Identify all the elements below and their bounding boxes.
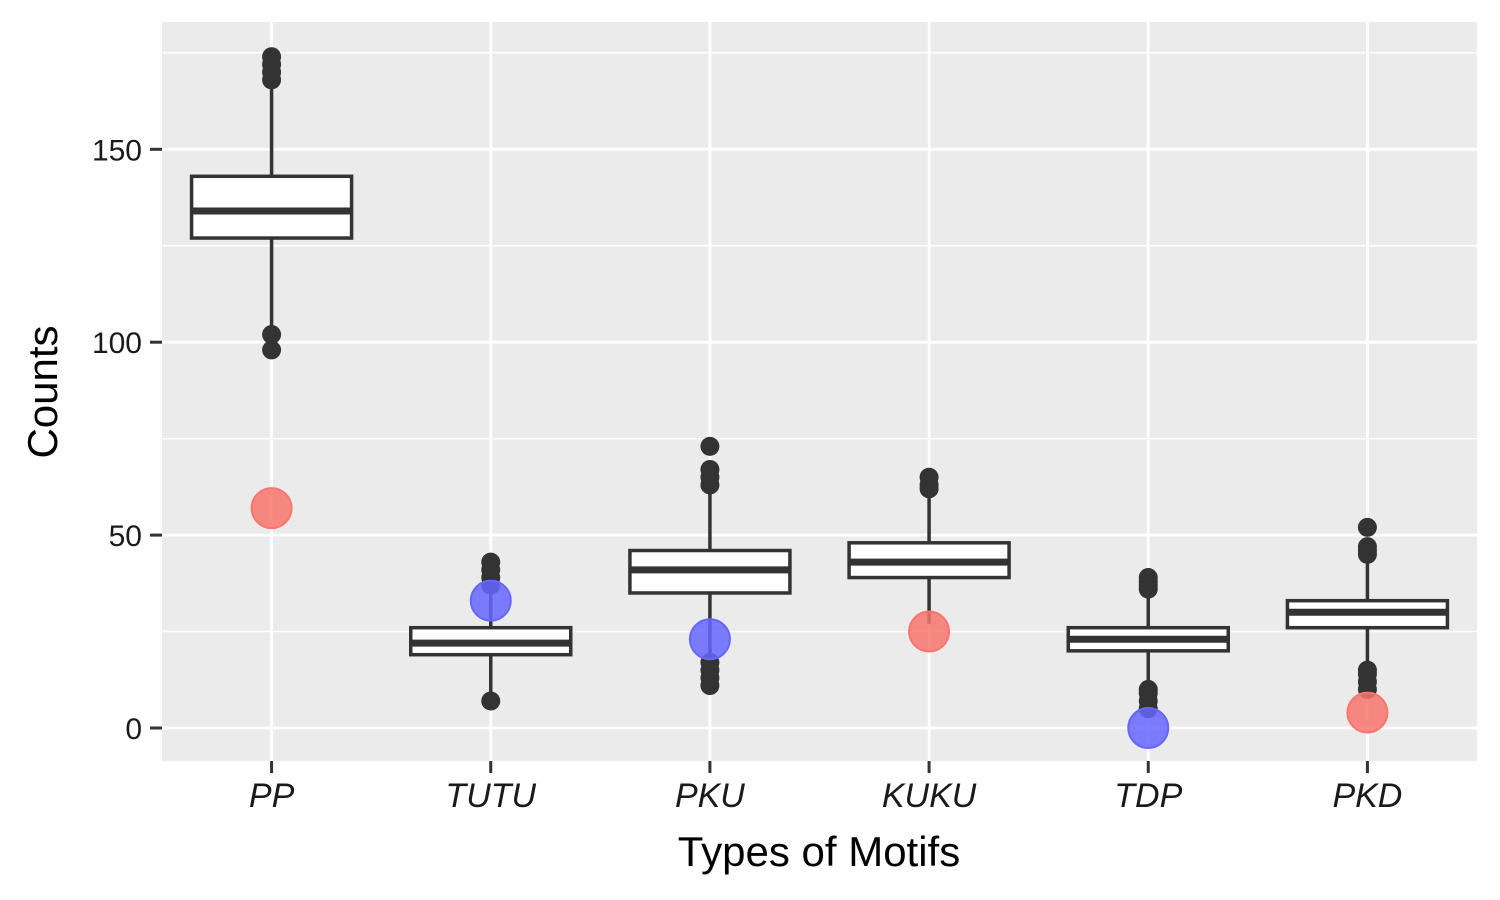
box-pkd xyxy=(1285,517,1450,699)
outlier-point xyxy=(481,691,501,711)
observed-point-pku xyxy=(688,618,731,661)
boxes-layer xyxy=(189,47,1450,719)
y-tick-label: 50 xyxy=(109,520,142,553)
x-axis-title: Types of Motifs xyxy=(678,828,960,875)
outlier-point xyxy=(1357,537,1377,557)
outlier-point xyxy=(919,467,939,487)
observed-point-pp xyxy=(250,487,293,530)
outlier-point xyxy=(1138,568,1158,588)
outlier-point xyxy=(1357,660,1377,680)
observed-points-layer xyxy=(250,487,1389,749)
y-axis: 0 50 100 150 xyxy=(92,134,162,746)
x-tick-label: PKU xyxy=(675,777,745,815)
y-axis-title: Counts xyxy=(19,325,66,458)
outlier-point xyxy=(262,47,282,67)
outlier-point xyxy=(1138,679,1158,699)
y-tick-label: 100 xyxy=(92,327,142,360)
x-tick-label: KUKU xyxy=(882,777,977,815)
y-tick-label: 0 xyxy=(125,713,142,746)
outlier-point xyxy=(481,552,501,572)
outlier-point xyxy=(1357,517,1377,537)
observed-point-tutu xyxy=(469,579,512,622)
box-kuku xyxy=(847,467,1011,624)
x-tick-label: TUTU xyxy=(445,777,536,815)
x-axis: PP TUTU PKU KUKU TDP PKD xyxy=(249,761,1402,815)
panel-background xyxy=(162,22,1477,761)
outlier-point xyxy=(700,436,720,456)
iqr-box xyxy=(189,174,354,240)
box-pp xyxy=(189,47,354,360)
y-tick-label: 150 xyxy=(92,134,142,167)
x-tick-label: PKD xyxy=(1332,777,1402,815)
minor-gridlines xyxy=(162,52,1477,633)
outlier-point xyxy=(262,340,282,360)
observed-point-kuku xyxy=(908,610,951,653)
x-tick-label: PP xyxy=(249,777,295,815)
outlier-point xyxy=(262,324,282,344)
outlier-point xyxy=(700,460,720,480)
x-tick-label: TDP xyxy=(1114,777,1182,815)
observed-point-pkd xyxy=(1346,691,1389,734)
observed-point-tdp xyxy=(1127,707,1170,749)
